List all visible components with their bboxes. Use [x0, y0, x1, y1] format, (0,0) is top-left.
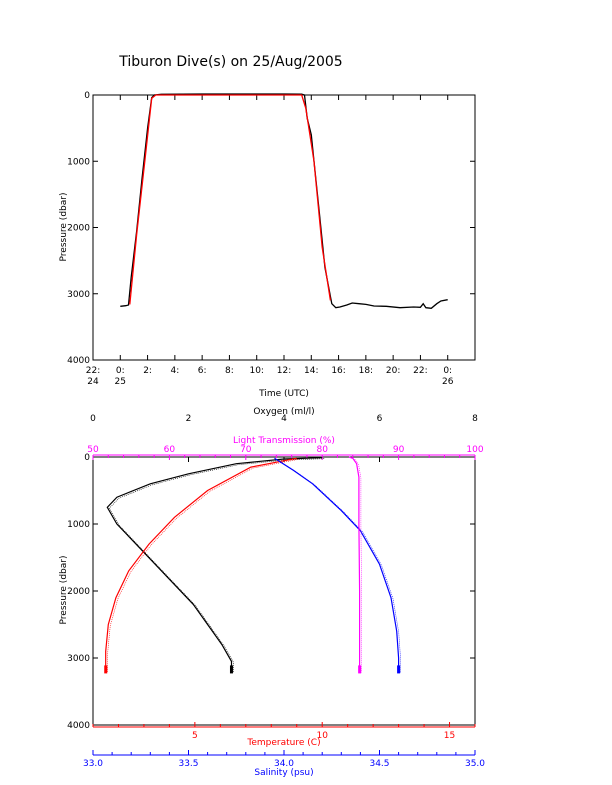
- oxygen-tick-label: 6: [377, 414, 383, 424]
- light_transmission-bottom-marker: [358, 665, 362, 674]
- x-tick-label: 10:: [249, 366, 263, 376]
- light-transmission-axis-label: Light Transmission (%): [233, 436, 335, 446]
- oxygen-profile-line: [108, 458, 325, 673]
- light_transmission-profile-line: [348, 456, 361, 672]
- salinity-profile-line: [274, 457, 400, 672]
- page-title: Tiburon Dive(s) on 25/Aug/2005: [118, 54, 342, 70]
- y-tick-label: 3000: [67, 290, 90, 300]
- time-pressure-y-ticks: 0 1000 2000 3000 4000: [67, 91, 475, 366]
- series-line: [120, 93, 448, 309]
- oxygen-tick-label: 8: [472, 414, 478, 424]
- light-transmission-tick-label: 90: [393, 445, 405, 455]
- series-line: [129, 94, 332, 305]
- x-tick-label: 2:: [143, 366, 152, 376]
- profile-series: [104, 456, 401, 674]
- temperature-axis-label: Temperature (C): [246, 738, 320, 748]
- temperature-profile-line: [107, 459, 299, 673]
- profile-y-ticks: 0 1000 2000 3000 4000: [67, 453, 475, 731]
- x-tick-label: 20:: [386, 366, 400, 376]
- x-tick-label: 25: [115, 377, 126, 387]
- temperature-tick-label: 15: [444, 731, 455, 741]
- salinity-tick-label: 34.5: [369, 759, 389, 769]
- time-pressure-series: [120, 93, 448, 309]
- salinity-profile-line: [276, 459, 401, 673]
- y-tick-label: 4000: [67, 721, 90, 731]
- time-pressure-frame: [92, 94, 476, 361]
- y-tick-label: 4000: [67, 356, 90, 366]
- temperature-bottom-marker: [104, 665, 108, 674]
- y-tick-label: 0: [84, 91, 90, 101]
- x-tick-label: 6:: [198, 366, 207, 376]
- light-transmission-tick-label: 60: [164, 445, 176, 455]
- x-tick-label: 4:: [170, 366, 179, 376]
- profile-extra-axes: 0 2 4 6 8 50 60 70 80 90 100 5 10 15 33.0 33.5 34.0 34.5 3…: [83, 414, 485, 769]
- x-tick-label: 18:: [359, 366, 373, 376]
- x-tick-label: 12:: [277, 366, 291, 376]
- time-axis-label: Time (UTC): [258, 389, 309, 399]
- oxygen-tick-label: 0: [90, 414, 96, 424]
- oxygen-profile-line: [106, 457, 323, 672]
- oxygen-axis-label: Oxygen (ml/l): [253, 407, 314, 417]
- x-tick-label: 24: [87, 377, 99, 387]
- x-tick-label: 16:: [331, 366, 345, 376]
- x-tick-label: 26: [442, 377, 454, 387]
- x-tick-label: 0:: [116, 366, 125, 376]
- time-pressure-x-ticks: 22:240:252: 4: 6: 8: 10: 12: 14: 16: 18: 20: 22: 0:…: [86, 95, 454, 387]
- x-tick-label: 14:: [304, 366, 318, 376]
- light-transmission-tick-label: 100: [466, 445, 483, 455]
- light-transmission-tick-label: 70: [240, 445, 252, 455]
- x-tick-label: 0:: [443, 366, 452, 376]
- x-tick-label: 22:: [86, 366, 100, 376]
- temperature-tick-label: 5: [192, 731, 198, 741]
- salinity-bottom-marker: [397, 665, 401, 674]
- y-tick-label: 1000: [67, 157, 90, 167]
- oxygen-bottom-marker: [229, 665, 233, 674]
- salinity-tick-label: 33.5: [178, 759, 198, 769]
- profile-chart: 0 1000 2000 3000 4000 0 2 4 6 8 50 60 70 80 90 100 5 10 1…: [59, 407, 485, 778]
- salinity-axis-label: Salinity (psu): [254, 768, 313, 778]
- y-tick-label: 2000: [67, 587, 90, 597]
- temperature-profile-line: [105, 457, 297, 672]
- oxygen-tick-label: 2: [186, 414, 192, 424]
- profile-frame: [92, 456, 476, 726]
- light-transmission-tick-label: 50: [87, 445, 99, 455]
- temperature-tick-label: 10: [316, 731, 328, 741]
- y-tick-label: 2000: [67, 224, 90, 234]
- salinity-tick-label: 35.0: [465, 759, 485, 769]
- y-tick-label: 1000: [67, 520, 90, 530]
- top-pressure-axis-label: Pressure (dbar): [59, 193, 69, 262]
- bottom-pressure-axis-label: Pressure (dbar): [59, 556, 69, 625]
- x-tick-label: 22:: [413, 366, 427, 376]
- oxygen-tick-label: 4: [281, 414, 287, 424]
- salinity-tick-label: 33.0: [83, 759, 103, 769]
- y-tick-label: 3000: [67, 654, 90, 664]
- y-tick-label: 0: [84, 453, 90, 463]
- x-tick-label: 8:: [225, 366, 234, 376]
- light_transmission-profile-line: [350, 457, 362, 673]
- light-transmission-tick-label: 80: [316, 445, 328, 455]
- salinity-tick-label: 34.0: [274, 759, 294, 769]
